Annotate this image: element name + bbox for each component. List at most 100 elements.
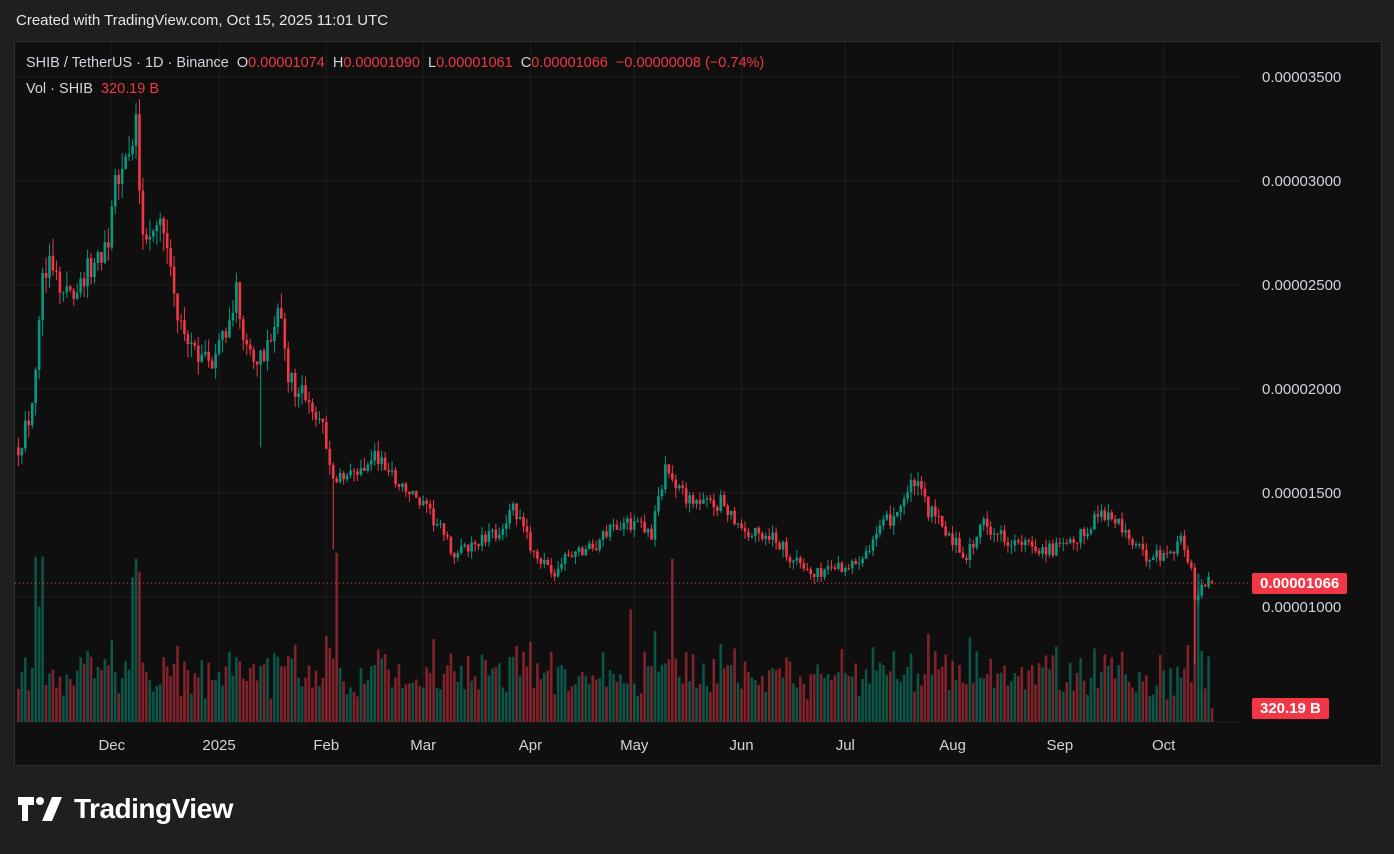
candle-down xyxy=(691,495,695,504)
candle-up xyxy=(511,503,515,511)
volume-bar xyxy=(1086,694,1089,722)
candle-up xyxy=(1041,547,1044,554)
candle-down xyxy=(819,568,823,577)
volume-bar xyxy=(1186,645,1190,722)
volume-bar xyxy=(1190,682,1193,722)
volume-bar xyxy=(543,672,546,722)
volume-bar xyxy=(325,636,328,722)
volume-bar xyxy=(366,680,370,722)
candle-up xyxy=(1162,553,1165,561)
volume-bar xyxy=(643,651,646,722)
volume-bar xyxy=(456,681,460,722)
volume-bar xyxy=(570,686,574,722)
candle-down xyxy=(740,523,743,529)
candle-down xyxy=(428,504,432,509)
volume-bar xyxy=(311,687,314,722)
volume-bar xyxy=(34,556,37,722)
volume-bar xyxy=(210,680,214,722)
candle-down xyxy=(408,491,411,495)
volume-bar xyxy=(100,670,103,722)
volume-bar xyxy=(82,663,86,722)
candle-up xyxy=(231,312,235,321)
candle-down xyxy=(747,531,750,537)
candle-down xyxy=(446,534,449,537)
candle-up xyxy=(203,351,207,355)
volume-bar xyxy=(401,688,404,722)
volume-bar xyxy=(262,664,266,722)
volume-bar xyxy=(878,662,882,722)
volume-bar xyxy=(155,685,159,722)
volume-bar xyxy=(127,669,131,722)
candle-up xyxy=(491,529,494,532)
candle-down xyxy=(923,488,927,497)
candle-up xyxy=(290,372,294,383)
volume-label: Vol · SHIB xyxy=(26,81,93,97)
candle-down xyxy=(1044,547,1048,555)
volume-bar xyxy=(1162,670,1165,722)
volume-bar xyxy=(1055,646,1058,722)
candle-down xyxy=(743,528,747,532)
candle-down xyxy=(484,534,487,543)
candle-down xyxy=(176,293,179,321)
symbol-label[interactable]: SHIB / TetherUS · 1D · Binance xyxy=(26,55,229,71)
candle-down xyxy=(117,174,121,184)
volume-bar xyxy=(390,687,394,722)
volume-bar xyxy=(937,669,941,722)
volume-bar xyxy=(27,690,31,722)
candle-down xyxy=(985,518,989,527)
volume-bar xyxy=(428,673,432,722)
candle-up xyxy=(909,480,913,493)
volume-bar xyxy=(252,664,255,722)
volume-bar xyxy=(747,671,750,722)
candle-up xyxy=(608,524,612,537)
candle-down xyxy=(245,339,249,345)
candle-up xyxy=(1176,541,1179,554)
volume-bar xyxy=(214,679,217,722)
candle-up xyxy=(228,320,231,338)
candle-up xyxy=(978,524,982,538)
volume-bar xyxy=(255,680,259,722)
candle-down xyxy=(774,532,778,543)
candle-up xyxy=(411,490,415,495)
candle-up xyxy=(1155,550,1159,558)
candle-down xyxy=(799,557,802,564)
chart-panel[interactable] xyxy=(14,41,1382,766)
candle-down xyxy=(1145,549,1148,562)
volume-bar xyxy=(619,674,622,722)
candle-up xyxy=(380,457,383,465)
candle-up xyxy=(366,464,370,471)
candle-down xyxy=(494,529,498,539)
candle-down xyxy=(525,526,529,532)
last-volume-tag: 320.19 B xyxy=(1252,698,1329,719)
candle-down xyxy=(473,542,477,545)
candle-down xyxy=(68,286,72,291)
candle-down xyxy=(262,350,266,362)
volume-bar xyxy=(930,674,934,722)
volume-bar xyxy=(968,637,972,722)
volume-bar xyxy=(439,689,442,722)
candle-down xyxy=(639,521,643,523)
volume-bar xyxy=(809,674,813,722)
volume-bar xyxy=(1020,667,1024,722)
volume-bar xyxy=(89,656,93,722)
volume-bar xyxy=(1079,658,1082,722)
volume-bar xyxy=(518,675,522,722)
candle-down xyxy=(51,255,55,271)
tradingview-logo-icon xyxy=(18,797,62,821)
volume-bar xyxy=(805,699,809,722)
volume-bar xyxy=(1113,678,1117,722)
candle-down xyxy=(193,342,197,346)
volume-bar xyxy=(307,665,311,722)
candle-up xyxy=(158,218,162,226)
volume-bar xyxy=(217,672,221,722)
volume-bar xyxy=(996,673,999,722)
tradingview-logo[interactable]: TradingView xyxy=(18,793,233,825)
candle-down xyxy=(833,567,837,570)
volume-bar xyxy=(1151,694,1155,722)
volume-bar xyxy=(826,674,830,722)
volume-bar xyxy=(41,556,44,722)
volume-bar xyxy=(1183,668,1186,722)
candle-down xyxy=(1075,542,1079,544)
open-label: O xyxy=(236,55,249,71)
